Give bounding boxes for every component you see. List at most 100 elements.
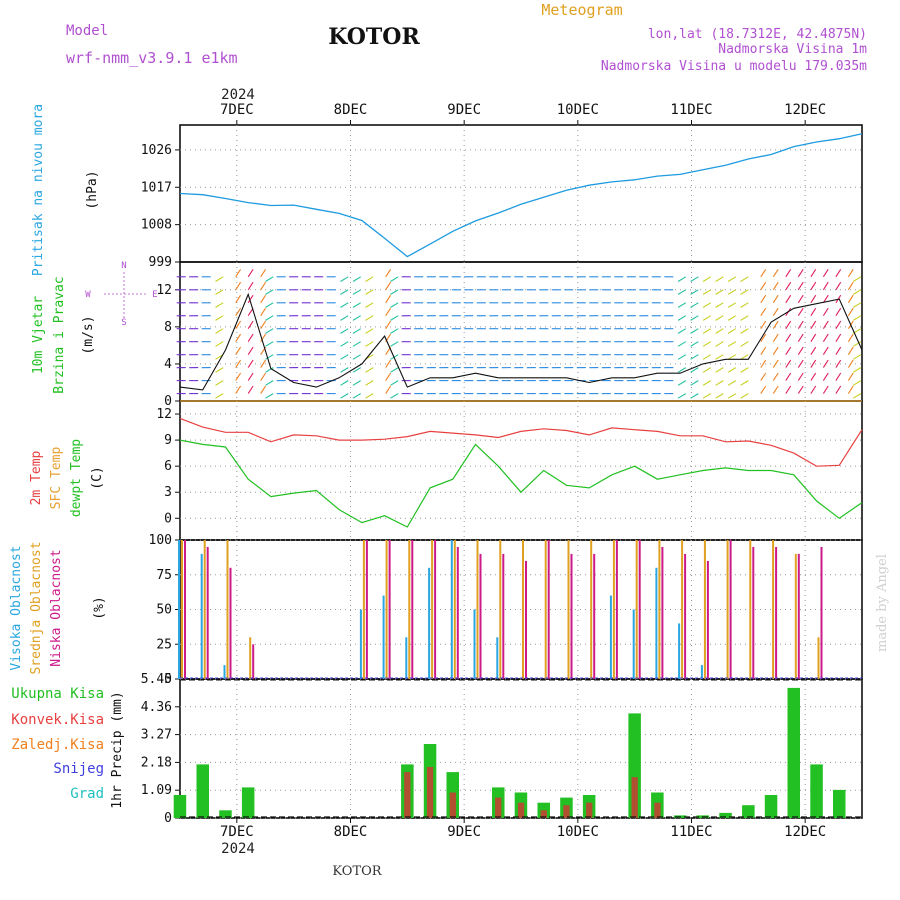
low-cloud-bar <box>547 540 550 679</box>
ytick-label: 2.18 <box>141 755 172 770</box>
lonlat-label: lon,lat (18.7312E, 42.4875N) <box>648 27 867 42</box>
low-cloud-bar <box>593 553 596 679</box>
wind-arrow <box>822 281 829 291</box>
wind-arrow <box>785 294 792 304</box>
wind-arrow <box>852 302 862 308</box>
wind-arrow <box>340 393 349 399</box>
wind-arrow <box>690 302 699 308</box>
temp-ylabel-2m: 2m Temp <box>29 450 44 505</box>
wind-arrow <box>835 333 842 342</box>
cloud-ylabel: Visoka Oblacnost Srednja Oblacnost Niska… <box>9 541 107 674</box>
total-precip-bar <box>787 687 800 818</box>
total-precip-bar <box>810 764 823 818</box>
total-precip-bar <box>173 795 187 818</box>
legend-total: Ukupna Kisa <box>11 686 104 702</box>
wind-arrow <box>760 346 767 355</box>
footer-title: KOTOR <box>332 864 382 879</box>
wind-arrow <box>760 307 767 317</box>
wind-arrow <box>390 276 399 282</box>
xtick-label-bottom: 10DEC <box>557 824 599 840</box>
dewpoint-line <box>179 439 863 528</box>
wind-arrow <box>365 328 374 334</box>
wind-arrow <box>215 380 224 386</box>
wind-arrow <box>235 268 242 278</box>
ytick-label: 25 <box>156 637 172 652</box>
mid-cloud-bar <box>249 637 252 679</box>
wind-arrow <box>785 268 792 278</box>
wind-arrow <box>715 380 724 386</box>
wind-arrow <box>835 281 842 291</box>
wind-arrow <box>740 393 749 399</box>
elevation-label: Nadmorska Visina 1m <box>718 42 867 57</box>
cloud-ylabel-unit: (%) <box>92 596 107 619</box>
wind-arrow <box>260 307 267 317</box>
wind-arrow <box>772 346 779 355</box>
wind-arrow <box>677 367 687 373</box>
mid-cloud-bar <box>612 540 615 679</box>
wind-arrow <box>352 328 361 334</box>
wind-arrow <box>822 333 829 342</box>
high-cloud-bar <box>655 567 658 679</box>
wind-arrow <box>340 341 349 347</box>
wind-arrow <box>810 281 817 291</box>
wind-arrow <box>677 302 687 308</box>
wind-arrow <box>715 354 724 360</box>
ytick-label: 999 <box>149 255 172 270</box>
wind-arrow <box>247 385 254 394</box>
wind-arrow <box>822 385 829 394</box>
wind-arrow <box>340 276 349 282</box>
convective-precip-bar <box>586 802 593 818</box>
ytick-label: 8 <box>164 320 172 335</box>
wind-arrow <box>740 289 749 295</box>
wind-arrow <box>702 328 712 334</box>
wind-arrow <box>247 359 254 368</box>
wind-arrow <box>835 385 842 394</box>
wind-arrow <box>235 281 242 291</box>
wind-arrow <box>352 367 361 373</box>
ytick-label: 0 <box>164 511 172 526</box>
low-cloud-bar <box>570 553 573 679</box>
wind-arrow <box>852 341 862 347</box>
low-cloud-bar <box>820 547 823 679</box>
wind-arrow <box>352 393 361 399</box>
wind-arrow <box>690 380 699 386</box>
wind-arrow <box>365 393 374 399</box>
mid-cloud-bar <box>749 540 752 679</box>
wind-arrow <box>772 281 779 291</box>
wind-ylabel-unit: (m/s) <box>81 315 96 354</box>
wind-arrow <box>727 380 737 386</box>
wind-arrow <box>715 393 724 399</box>
mid-cloud-bar <box>590 540 593 679</box>
precip-legend: Ukupna Kisa Konvek.Kisa Zaledj.Kisa Snij… <box>11 686 125 809</box>
wind-arrow <box>760 372 767 381</box>
wind-arrow <box>677 341 687 347</box>
wind-arrow <box>265 380 274 386</box>
wind-arrow <box>390 380 399 386</box>
wind-arrow <box>260 385 267 394</box>
total-precip-bar <box>742 805 755 818</box>
wind-arrow <box>797 268 804 278</box>
mid-cloud-bar <box>476 540 479 679</box>
wind-arrow <box>835 346 842 355</box>
wind-arrow <box>852 276 862 282</box>
wind-arrow <box>352 341 361 347</box>
temp-ylabel-unit: (C) <box>90 466 105 489</box>
wind-arrow <box>785 359 792 368</box>
wind-arrow <box>740 367 749 373</box>
wind-arrow <box>690 341 699 347</box>
xtick-label-top: 10DEC <box>557 102 599 118</box>
wind-arrow <box>715 289 724 295</box>
year-label-bottom: 2024 <box>221 841 255 857</box>
wind-arrow <box>702 341 712 347</box>
low-cloud-bar <box>706 560 709 679</box>
high-cloud-bar <box>405 637 408 679</box>
wind-arrow <box>822 346 829 355</box>
xtick-label-top: 7DEC <box>220 102 254 118</box>
mid-cloud-bar <box>522 540 524 679</box>
wind-arrow <box>385 372 392 381</box>
wind-arrow <box>727 276 737 282</box>
xtick-label-top: 12DEC <box>784 102 826 118</box>
precip-ylabel: 1hr Precip (mm) <box>110 691 125 808</box>
ytick-label: 12 <box>156 407 172 422</box>
